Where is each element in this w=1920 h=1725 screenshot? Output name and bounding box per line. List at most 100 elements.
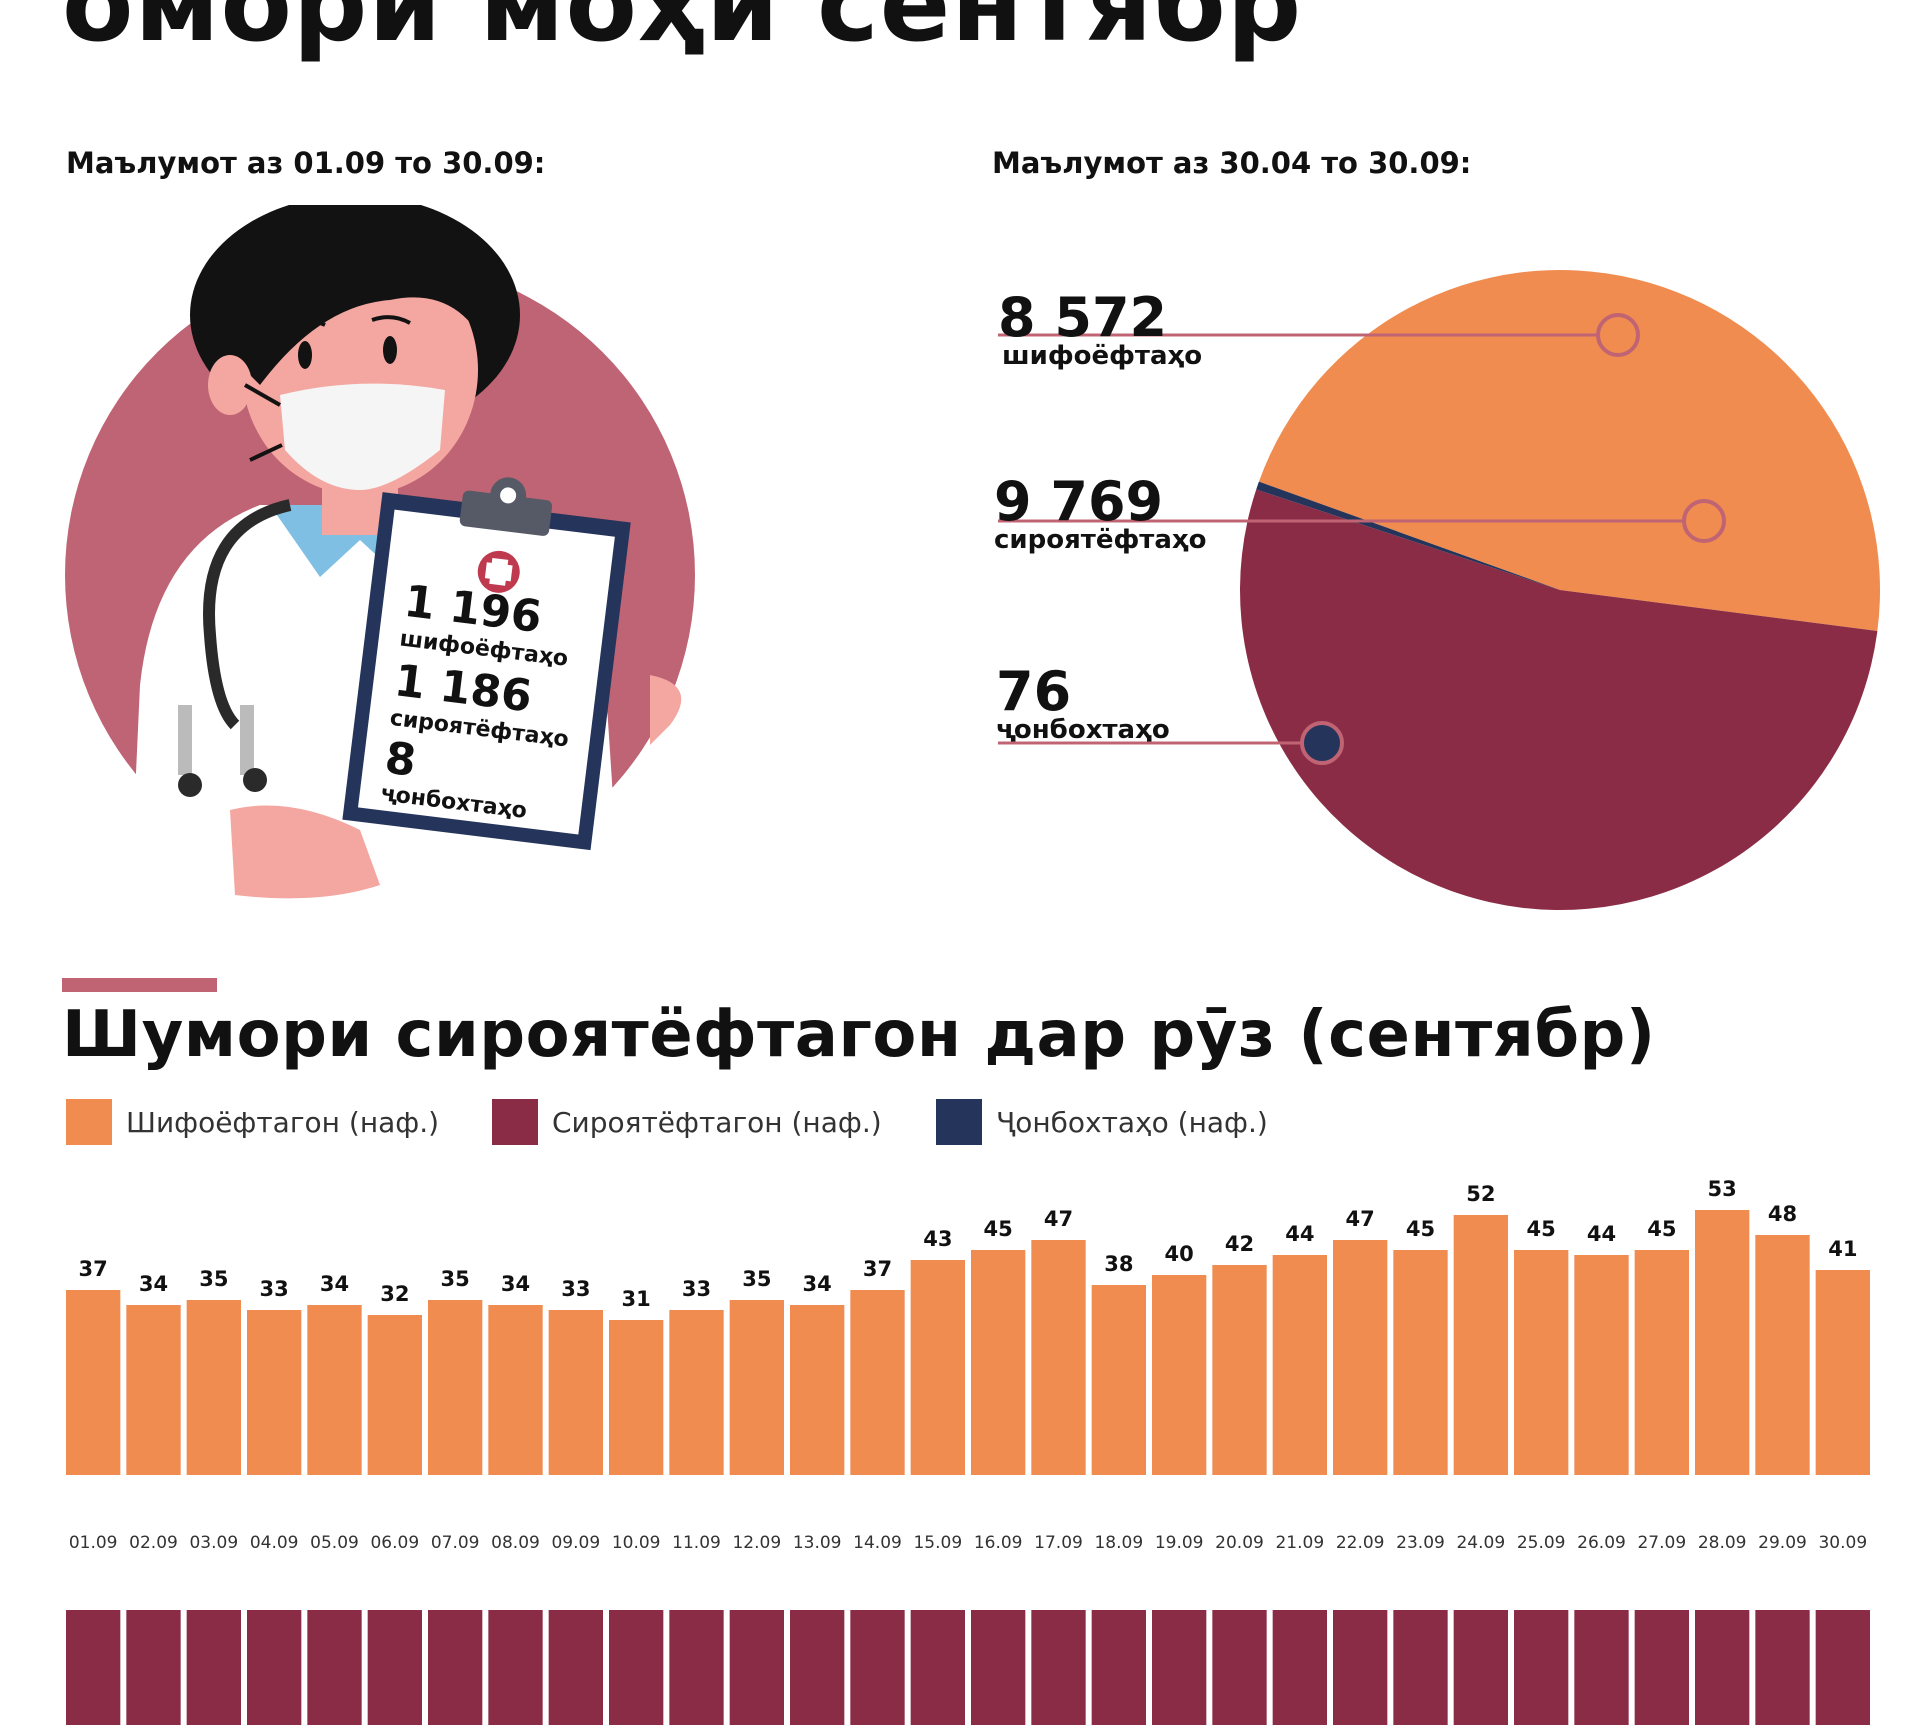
infected-bar-10.09 [609, 1610, 664, 1725]
pie-chart-svg [998, 270, 1880, 911]
bar-value-label: 34 [803, 1272, 832, 1296]
x-tick-label: 21.09 [1275, 1533, 1324, 1553]
bar-value-label: 45 [984, 1217, 1013, 1241]
leader-marker-recovered [1596, 313, 1640, 357]
bar-27.09 [1634, 1250, 1689, 1475]
bar-value-label: 40 [1165, 1242, 1194, 1266]
leader-marker-infected [1682, 499, 1726, 543]
doctor-hand [230, 805, 380, 899]
infected-bar-13.09 [790, 1610, 845, 1725]
bar-26.09 [1574, 1255, 1629, 1475]
bar-value-label: 45 [1406, 1217, 1435, 1241]
x-tick-label: 24.09 [1456, 1533, 1505, 1553]
x-tick-label: 11.09 [672, 1533, 721, 1553]
bar-02.09 [126, 1305, 181, 1475]
bar-value-label: 47 [1346, 1207, 1375, 1231]
infected-bar-01.09 [66, 1610, 121, 1725]
x-tick-label: 17.09 [1034, 1533, 1083, 1553]
x-tick-label: 26.09 [1577, 1533, 1626, 1553]
stethoscope-icon [203, 499, 292, 730]
legend-swatch-infected [492, 1099, 538, 1145]
bar-value-label: 35 [742, 1267, 771, 1291]
doctor-illustration: 1 196 шифоёфтаҳо 1 186 сироятёфтаҳо 8 ҷо… [65, 205, 695, 905]
bar-value-label: 38 [1104, 1252, 1133, 1276]
bar-13.09 [790, 1305, 845, 1475]
bar-value-label: 34 [139, 1272, 168, 1296]
bar-value-label: 33 [682, 1277, 711, 1301]
legend-label-deaths: Ҷонбохтаҳо (наф.) [996, 1105, 1268, 1139]
infected-bar-26.09 [1574, 1610, 1629, 1725]
clipboard-deaths-value: 8 [382, 733, 419, 787]
legend-item-infected: Сироятёфтагон (наф.) [492, 1098, 882, 1146]
x-tick-label: 05.09 [310, 1533, 359, 1553]
infected-bar-25.09 [1514, 1610, 1569, 1725]
pie-chart: 8 572 шифоёфтаҳо 9 769 сироятёфтаҳо 76 ҷ… [980, 255, 1900, 915]
x-tick-label: 29.09 [1758, 1533, 1807, 1553]
x-tick-label: 30.09 [1818, 1533, 1867, 1553]
legend-swatch-deaths [936, 1099, 982, 1145]
bar-value-label: 31 [622, 1287, 651, 1311]
section-accent-bar [62, 978, 217, 992]
bar-chart-svg: 37 01.09 34 02.09 35 03.09 33 04.09 34 05.09 32 06.… [66, 1177, 1870, 1725]
right-subtitle: Маълумот аз 30.04 то 30.09: [992, 146, 1472, 180]
left-subtitle: Маълумот аз 01.09 то 30.09: [66, 146, 546, 180]
x-tick-label: 12.09 [732, 1533, 781, 1553]
infected-bar-17.09 [1031, 1610, 1086, 1725]
bar-value-label: 53 [1708, 1177, 1737, 1201]
pie-label-recovered-value: 8 572 [998, 286, 1168, 349]
bar-21.09 [1272, 1255, 1327, 1475]
infected-bar-30.09 [1815, 1610, 1870, 1725]
bar-value-label: 48 [1768, 1202, 1797, 1226]
bar-24.09 [1453, 1215, 1508, 1475]
bar-05.09 [307, 1305, 362, 1475]
bar-14.09 [850, 1290, 905, 1475]
bar-04.09 [247, 1310, 302, 1475]
bar-value-label: 47 [1044, 1207, 1073, 1231]
x-tick-label: 01.09 [69, 1533, 118, 1553]
infected-bar-28.09 [1695, 1610, 1750, 1725]
page-title: омори моҳи сентябр [62, 0, 1303, 65]
x-tick-label: 25.09 [1517, 1533, 1566, 1553]
bar-value-label: 45 [1527, 1217, 1556, 1241]
infected-bar-11.09 [669, 1610, 724, 1725]
legend-item-recovered: Шифоёфтагон (наф.) [66, 1098, 439, 1146]
infected-bar-08.09 [488, 1610, 543, 1725]
bar-value-label: 33 [561, 1277, 590, 1301]
legend-item-deaths: Ҷонбохтаҳо (наф.) [936, 1098, 1268, 1146]
bar-value-label: 34 [501, 1272, 530, 1296]
x-tick-label: 18.09 [1094, 1533, 1143, 1553]
pie-slice-0 [1258, 270, 1880, 631]
pie-label-infected-text: сироятёфтаҳо [994, 525, 1207, 555]
infected-bar-09.09 [548, 1610, 603, 1725]
infected-bar-19.09 [1152, 1610, 1207, 1725]
infected-bar-12.09 [729, 1610, 784, 1725]
bar-06.09 [367, 1315, 422, 1475]
bar-11.09 [669, 1310, 724, 1475]
x-tick-label: 13.09 [793, 1533, 842, 1553]
bar-23.09 [1393, 1250, 1448, 1475]
bar-03.09 [186, 1300, 241, 1475]
x-tick-label: 27.09 [1637, 1533, 1686, 1553]
infected-bar-15.09 [910, 1610, 965, 1725]
bar-value-label: 52 [1466, 1182, 1495, 1206]
bar-value-label: 37 [79, 1257, 108, 1281]
infected-bar-07.09 [428, 1610, 483, 1725]
pie-slice-1 [1240, 489, 1878, 911]
infected-bar-02.09 [126, 1610, 181, 1725]
x-tick-label: 08.09 [491, 1533, 540, 1553]
bar-20.09 [1212, 1265, 1267, 1475]
bar-10.09 [609, 1320, 664, 1475]
bar-value-label: 37 [863, 1257, 892, 1281]
pie-label-deaths-text: ҷонбохтаҳо [996, 715, 1170, 745]
infected-bar-05.09 [307, 1610, 362, 1725]
x-tick-label: 02.09 [129, 1533, 178, 1553]
bar-chart-title: Шумори сироятёфтагон дар рӯз (сентябр) [62, 998, 1656, 1072]
pie-label-deaths-value: 76 [996, 660, 1072, 723]
infected-bar-14.09 [850, 1610, 905, 1725]
infected-bar-22.09 [1333, 1610, 1388, 1725]
x-tick-label: 07.09 [431, 1533, 480, 1553]
infected-bar-18.09 [1091, 1610, 1146, 1725]
infected-bar-20.09 [1212, 1610, 1267, 1725]
infected-bar-16.09 [971, 1610, 1026, 1725]
x-tick-label: 10.09 [612, 1533, 661, 1553]
